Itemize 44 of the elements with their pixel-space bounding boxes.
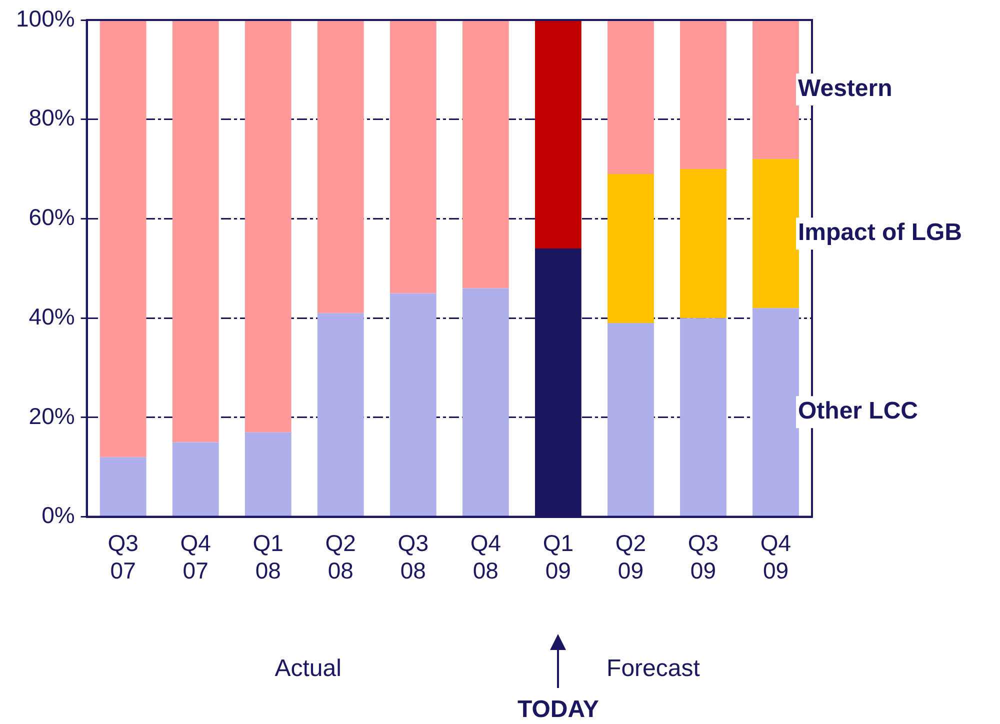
bar	[317, 20, 364, 314]
y-tick-label: 20%	[28, 402, 75, 429]
x-tick-label: Q2 09	[615, 530, 646, 584]
bar	[752, 308, 799, 516]
x-tick-label: Q2 08	[325, 530, 356, 584]
x-tick-label: Q3 08	[398, 530, 428, 584]
x-tick-label: Q3 07	[108, 530, 138, 584]
bar	[534, 20, 582, 249]
bar	[680, 20, 726, 170]
y-tick-label: 100%	[16, 5, 75, 32]
bar	[608, 323, 654, 516]
y-tick-label: 60%	[28, 204, 75, 230]
y-tick-label: 80%	[28, 104, 75, 131]
bar	[608, 174, 654, 324]
bar	[680, 318, 726, 516]
bar	[244, 20, 292, 432]
y-tick-label: 0%	[42, 502, 75, 528]
x-tick-label: Q4 09	[760, 530, 792, 584]
x-tick-label: Q1 09	[542, 530, 574, 584]
bar	[608, 20, 654, 174]
bar	[752, 20, 799, 160]
bar	[317, 313, 364, 516]
bar	[172, 442, 219, 516]
text: TODAY	[518, 696, 599, 724]
series-label: Impact of LGB	[798, 219, 962, 246]
y-tick-label: 40%	[28, 303, 75, 330]
bar	[680, 169, 726, 318]
bar	[462, 20, 509, 288]
x-tick-label: Q1 08	[252, 530, 284, 584]
bar	[172, 20, 219, 442]
series-label: Western	[798, 75, 892, 102]
bar	[390, 293, 436, 516]
x-tick-label: Q4 07	[180, 530, 212, 584]
series-label: Other LCC	[798, 398, 918, 425]
bar	[462, 288, 509, 516]
text: Forecast	[606, 655, 700, 683]
bar	[100, 20, 146, 458]
bar	[100, 457, 146, 516]
x-tick-label: Q3 09	[688, 530, 719, 584]
x-tick-label: Q4 08	[470, 530, 502, 584]
bar	[752, 159, 799, 308]
text: Actual	[274, 655, 342, 683]
bar	[244, 432, 292, 516]
bar	[390, 20, 436, 294]
